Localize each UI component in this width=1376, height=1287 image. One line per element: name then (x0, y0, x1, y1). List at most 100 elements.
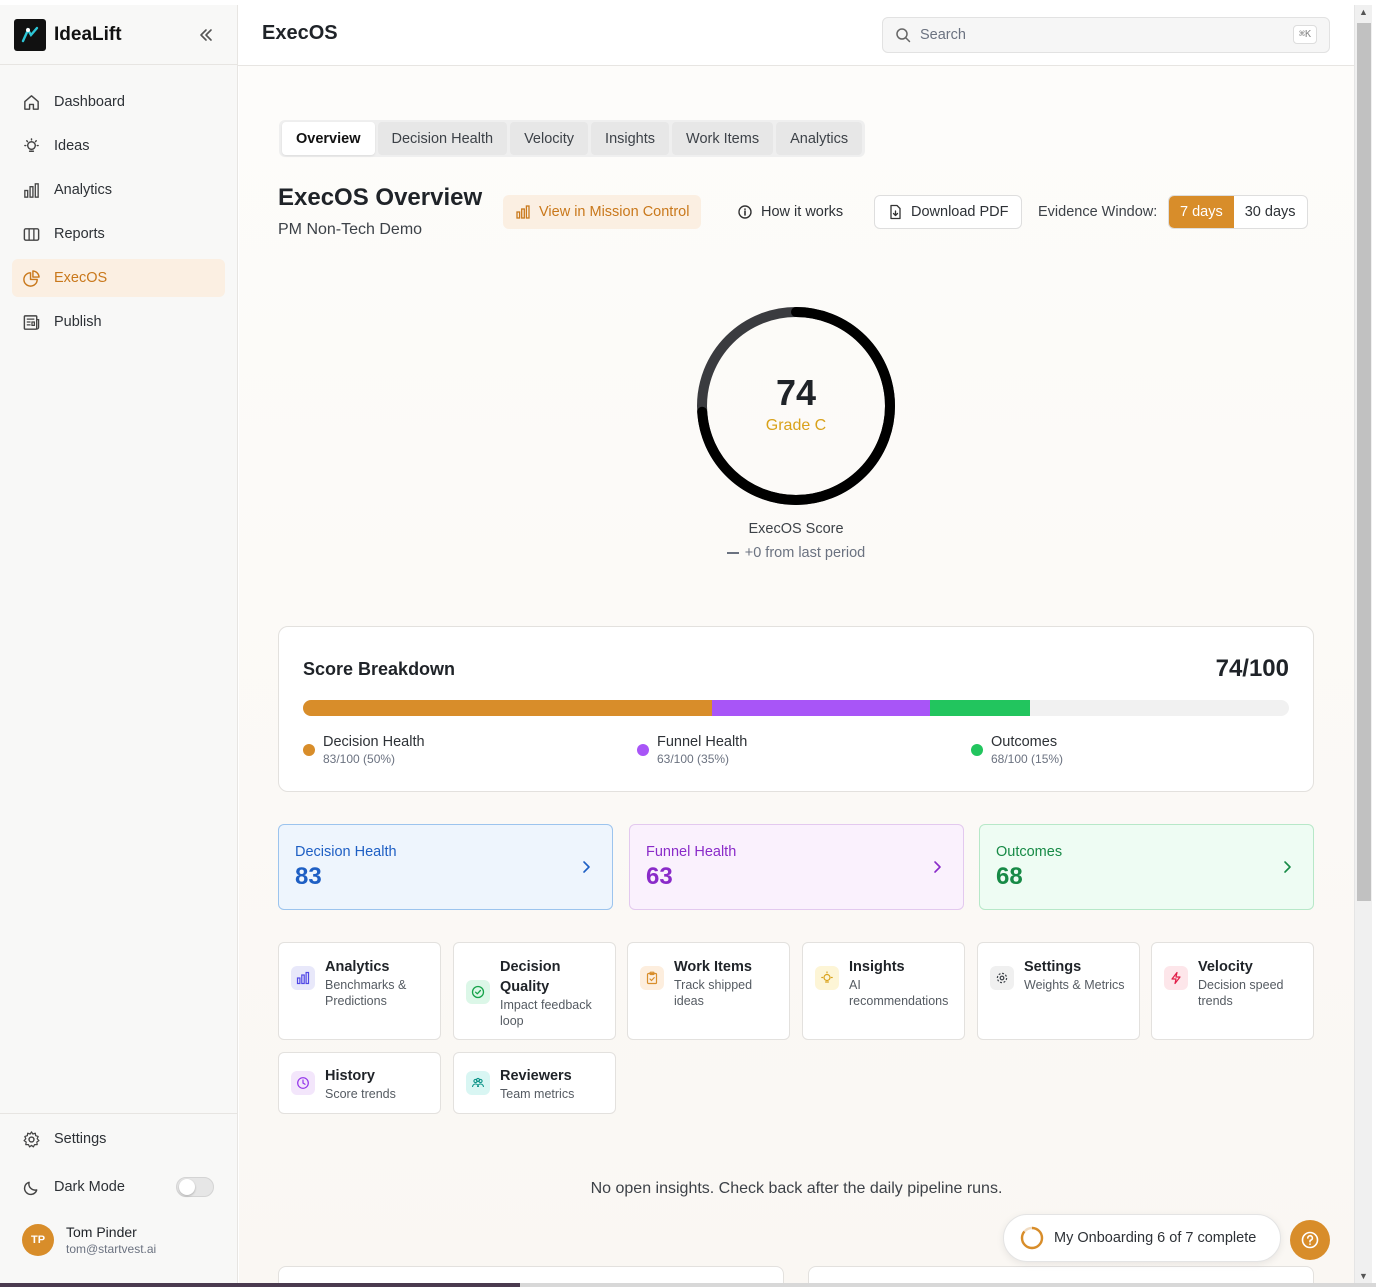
card-work-items[interactable]: Work Items Track shipped ideas (627, 942, 790, 1040)
scroll-up-arrow[interactable]: ▲ (1359, 7, 1368, 17)
scroll-down-arrow[interactable]: ▼ (1359, 1271, 1368, 1281)
sidebar-settings[interactable]: Settings (0, 1127, 106, 1151)
card-icon-wrap (466, 1071, 490, 1095)
card-title: Work Items (674, 959, 752, 975)
tab-decision-health[interactable]: Decision Health (377, 122, 508, 155)
sidebar-item-ideas[interactable]: Ideas (12, 127, 225, 165)
user-email: tom@startvest.ai (66, 1242, 157, 1256)
settings-label: Settings (54, 1131, 107, 1147)
sidebar-item-label: Dashboard (54, 94, 125, 110)
evidence-window-label: Evidence Window: (1038, 204, 1158, 220)
view-in-mission-control-button[interactable]: View in Mission Control (503, 195, 702, 229)
check-circle-icon (471, 985, 485, 999)
collapse-sidebar-icon[interactable] (196, 25, 216, 45)
score-delta-text: +0 from last period (744, 545, 866, 561)
brand-name: IdeaLift (54, 23, 122, 45)
card-decision-quality[interactable]: Decision Quality Impact feedback loop (453, 942, 616, 1040)
card-description: Team metrics (500, 1087, 575, 1101)
chevron-right-icon (934, 861, 941, 873)
user-profile[interactable]: TP Tom Pinder tom@startvest.ai (22, 1224, 156, 1256)
bolt-icon (1171, 971, 1181, 985)
card-icon-wrap (291, 1071, 315, 1095)
tab-insights[interactable]: Insights (591, 122, 670, 155)
page-subtitle: PM Non-Tech Demo (278, 221, 423, 238)
download-pdf-button[interactable]: Download PDF (874, 195, 1022, 229)
search-placeholder: Search (920, 27, 966, 43)
gear-icon (23, 1130, 40, 1148)
legend-dot (971, 744, 983, 756)
legend-detail: 68/100 (15%) (991, 752, 1064, 766)
tab-analytics[interactable]: Analytics (776, 122, 863, 155)
sidebar-item-dashboard[interactable]: Dashboard (12, 83, 225, 121)
card-settings[interactable]: Settings Weights & Metrics (977, 942, 1140, 1040)
sidebar-footer: Settings Dark Mode TP Tom Pinder tom@sta… (0, 1113, 238, 1283)
bar-chart-icon (296, 971, 310, 985)
card-analytics[interactable]: Analytics Benchmarks & Predictions (278, 942, 441, 1040)
category-card-funnel-health[interactable]: Funnel Health 63 (629, 824, 964, 910)
legend-outcomes: Outcomes 68/100 (15%) (971, 734, 1063, 766)
card-reviewers[interactable]: Reviewers Team metrics (453, 1052, 616, 1114)
sidebar-item-label: Reports (54, 226, 105, 242)
legend-decision-health: Decision Health 83/100 (50%) (303, 734, 425, 766)
tab-velocity[interactable]: Velocity (510, 122, 589, 155)
idealift-logo[interactable] (14, 18, 46, 51)
pie-chart-icon (23, 269, 40, 287)
how-it-works-button[interactable]: How it works (725, 195, 855, 229)
legend-dot (303, 744, 315, 756)
card-icon-wrap (466, 980, 490, 1004)
card-description: Impact feedback loop (500, 998, 592, 1028)
page-header-title: ExecOS (262, 22, 338, 44)
dark-mode-toggle[interactable] (176, 1177, 214, 1197)
breakdown-segment-decision-health (303, 700, 713, 716)
legend-name: Outcomes (991, 734, 1058, 750)
window-bottom-bar (0, 1283, 1376, 1287)
chevron-right-icon (583, 861, 590, 873)
category-card-decision-health[interactable]: Decision Health 83 (278, 824, 613, 910)
card-title: Settings (1024, 959, 1082, 975)
sidebar-item-label: Publish (54, 314, 102, 330)
onboarding-progress-button[interactable]: My Onboarding 6 of 7 complete (1003, 1214, 1281, 1262)
sidebar-item-execos[interactable]: ExecOS (12, 259, 225, 297)
category-value: 68 (996, 863, 1023, 890)
card-description: Benchmarks & Predictions (325, 978, 407, 1008)
card-history[interactable]: History Score trends (278, 1052, 441, 1114)
chevron-right-icon (1284, 861, 1291, 873)
score-delta: +0 from last period (646, 545, 946, 561)
home-icon (24, 94, 39, 110)
tab-overview[interactable]: Overview (282, 122, 375, 155)
page-title: ExecOS Overview (278, 184, 483, 211)
sidebar-item-analytics[interactable]: Analytics (12, 171, 225, 209)
card-velocity[interactable]: Velocity Decision speed trends (1151, 942, 1314, 1040)
search-input[interactable]: Search ⌘K (882, 17, 1330, 53)
help-button[interactable] (1290, 1220, 1330, 1260)
help-icon (1301, 1231, 1319, 1249)
search-shortcut: ⌘K (1292, 25, 1317, 44)
scroll-thumb[interactable] (1357, 23, 1371, 901)
bar-chart-icon (24, 182, 39, 198)
evidence-7-days-option[interactable]: 7 days (1169, 196, 1234, 228)
dark-mode-row: Dark Mode (0, 1175, 238, 1199)
page-scrollbar[interactable]: ▲ ▼ (1354, 5, 1372, 1283)
card-icon-wrap (1164, 966, 1188, 990)
tab-bar: Overview Decision Health Velocity Insigh… (279, 120, 866, 157)
score-grade: Grade C (765, 417, 827, 434)
card-title: Analytics (325, 959, 390, 975)
card-description: Track shipped ideas (674, 978, 753, 1008)
sidebar-item-reports[interactable]: Reports (12, 215, 225, 253)
breakdown-segment-funnel-health (712, 700, 930, 716)
score-label: ExecOS Score (748, 521, 844, 537)
category-name: Funnel Health (646, 844, 737, 860)
tab-work-items[interactable]: Work Items (672, 122, 774, 155)
card-description: Decision speed trends (1198, 978, 1284, 1008)
lower-panel-right (808, 1266, 1314, 1283)
search-icon (896, 28, 911, 43)
card-insights[interactable]: Insights AI recommendations (802, 942, 965, 1040)
card-title: Reviewers (500, 1068, 572, 1084)
evidence-30-days-option[interactable]: 30 days (1244, 204, 1296, 220)
lightbulb-icon (24, 137, 39, 152)
sidebar-item-publish[interactable]: Publish (12, 303, 225, 341)
card-icon-wrap (640, 966, 664, 990)
legend-detail: 63/100 (35%) (657, 752, 730, 766)
category-card-outcomes[interactable]: Outcomes 68 (979, 824, 1314, 910)
dash-icon (726, 552, 739, 555)
